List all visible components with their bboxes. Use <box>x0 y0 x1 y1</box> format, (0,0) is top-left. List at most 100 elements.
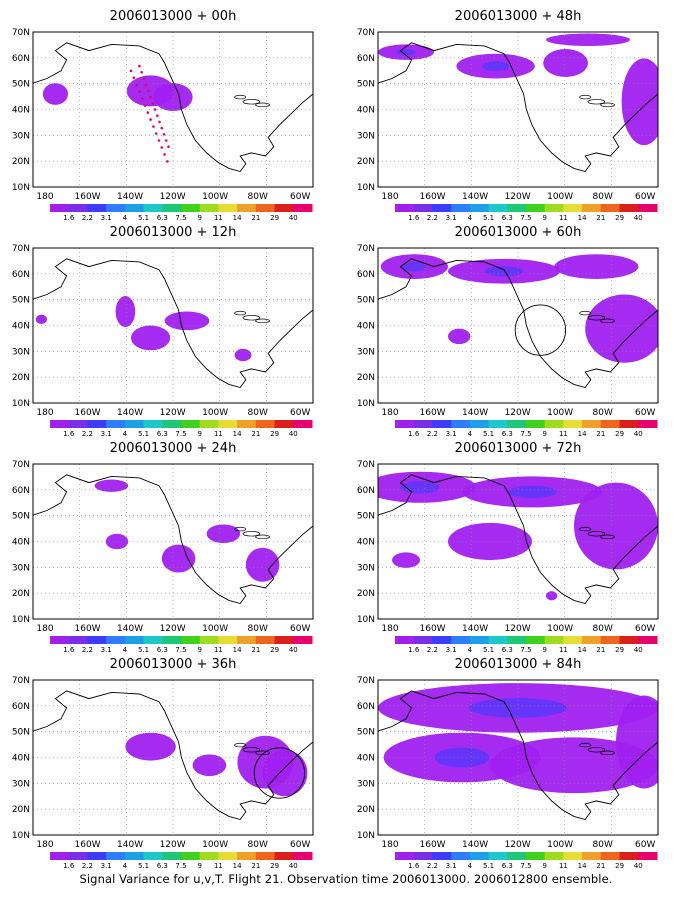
colorbar-label: 40 <box>634 430 643 438</box>
colorbar-label: 7.5 <box>520 862 531 870</box>
colorbar-swatch <box>600 636 621 644</box>
colorbar-swatch <box>293 636 313 644</box>
colorbar-swatch <box>638 636 658 644</box>
lake-outline <box>255 318 270 324</box>
colorbar-swatch <box>106 420 126 428</box>
lat-tick-label: 10N <box>12 183 30 193</box>
colorbar-swatch <box>526 852 546 860</box>
variance-region <box>262 749 308 797</box>
colorbar-swatch <box>218 636 238 644</box>
lon-tick-label: 60W <box>635 192 655 202</box>
lake-outline <box>242 747 261 753</box>
observation-dot <box>153 108 157 111</box>
colorbar-label: 2.2 <box>82 214 93 222</box>
colorbar-label: 2.2 <box>82 430 93 438</box>
colorbar-label: 5.1 <box>483 430 494 438</box>
observation-dot <box>140 71 143 74</box>
lat-tick-label: 50N <box>357 512 375 522</box>
colorbar-swatch <box>143 636 163 644</box>
lon-tick-label: 180 <box>36 624 53 634</box>
lon-tick-label: 160W <box>420 624 446 634</box>
colorbar-label: 1.6 <box>63 214 75 222</box>
lon-tick-label: 160W <box>75 624 101 634</box>
lon-tick-label: 80W <box>593 408 613 418</box>
colorbar-label: 4 <box>123 646 128 654</box>
colorbar-label: 3.1 <box>101 214 112 222</box>
colorbar-swatch <box>544 204 564 212</box>
colorbar-label: 14 <box>233 430 242 438</box>
lon-tick-label: 100W <box>547 624 573 634</box>
colorbar-swatch <box>124 204 145 212</box>
colorbar-label: 1.6 <box>408 646 420 654</box>
colorbar-swatch <box>274 420 294 428</box>
colorbar-label: 5.1 <box>138 214 149 222</box>
colorbar-label: 14 <box>578 214 587 222</box>
colorbar-label: 4 <box>123 214 128 222</box>
map-area <box>33 464 313 619</box>
colorbar-label: 4 <box>123 862 128 870</box>
lon-tick-label: 160W <box>420 192 446 202</box>
colorbar-label: 29 <box>270 646 279 654</box>
lat-tick-label: 10N <box>12 615 30 625</box>
colorbar-label: 4 <box>123 430 128 438</box>
colorbar-label: 3.1 <box>101 430 112 438</box>
colorbar-swatch <box>432 852 452 860</box>
lat-tick-label: 60N <box>12 54 30 64</box>
colorbar-swatch <box>395 204 415 212</box>
colorbar-swatch <box>87 636 107 644</box>
lon-tick-label: 180 <box>381 624 398 634</box>
lat-tick-label: 20N <box>12 589 30 599</box>
lon-tick-label: 160W <box>420 408 446 418</box>
lake-outline <box>579 310 592 316</box>
lat-tick-label: 50N <box>12 512 30 522</box>
colorbar-label: 6.3 <box>502 430 513 438</box>
panel-title: 2006013000 + 48h <box>455 9 582 24</box>
lon-tick-label: 60W <box>635 840 655 850</box>
colorbar-label: 3.1 <box>446 646 457 654</box>
observation-dot <box>151 102 155 105</box>
colorbar-swatch <box>274 204 294 212</box>
observation-dot <box>160 146 164 149</box>
lat-tick-label: 50N <box>12 296 30 306</box>
colorbar-swatch <box>563 636 583 644</box>
colorbar-label: 2.2 <box>82 862 93 870</box>
colorbar-swatch <box>451 852 471 860</box>
colorbar-label: 21 <box>596 646 605 654</box>
lon-tick-label: 120W <box>505 408 531 418</box>
colorbar-label: 40 <box>289 214 298 222</box>
colorbar-label: 6.3 <box>502 214 513 222</box>
colorbar-label: 6.3 <box>157 862 168 870</box>
lon-tick-label: 120W <box>160 840 186 850</box>
lat-tick-label: 70N <box>12 676 30 686</box>
lake-outline <box>255 534 270 540</box>
variance-region <box>621 58 658 146</box>
colorbar-label: 5.1 <box>483 862 494 870</box>
variance-region <box>35 314 48 324</box>
colorbar-label: 3.1 <box>101 646 112 654</box>
lon-tick-label: 80W <box>248 192 268 202</box>
colorbar-swatch <box>600 852 621 860</box>
lat-tick-label: 50N <box>12 728 30 738</box>
lon-tick-label: 100W <box>547 408 573 418</box>
observation-dot <box>143 104 147 107</box>
observation-dot <box>162 133 166 136</box>
colorbar-swatch <box>395 420 415 428</box>
colorbar-swatch <box>237 636 257 644</box>
colorbar-label: 21 <box>596 430 605 438</box>
colorbar-label: 4 <box>468 646 473 654</box>
panel-title: 2006013000 + 60h <box>455 225 582 240</box>
lake-outline <box>600 102 615 108</box>
colorbar-swatch <box>451 636 471 644</box>
map-area <box>33 32 313 187</box>
colorbar-swatch <box>143 204 163 212</box>
colorbar-swatch <box>143 420 163 428</box>
lat-tick-label: 50N <box>357 728 375 738</box>
lat-tick-label: 10N <box>357 615 375 625</box>
colorbar-label: 21 <box>251 214 260 222</box>
colorbar-label: 5.1 <box>483 214 494 222</box>
map-frame <box>377 463 659 620</box>
lat-tick-label: 50N <box>12 80 30 90</box>
map-panel: 2006013000 + 12h 70N 60N 50N 40N 30N 20N 10N 180… <box>12 225 314 438</box>
colorbar-swatch <box>413 636 433 644</box>
colorbar-label: 3.1 <box>446 214 457 222</box>
